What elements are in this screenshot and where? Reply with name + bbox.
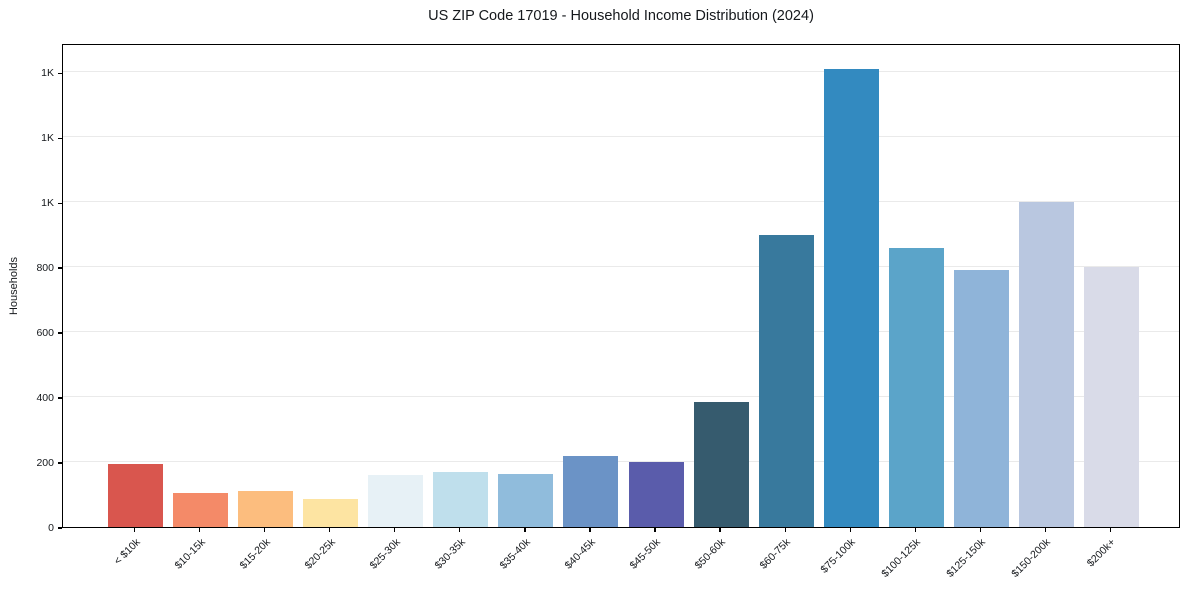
gridline-y-600 (63, 331, 1179, 333)
y-tick-mark-400 (58, 397, 62, 399)
bar-10k (108, 463, 164, 527)
x-tick-mark-8 (654, 528, 656, 532)
bar-125-150k (953, 270, 1009, 527)
x-tick-mark-10 (784, 528, 786, 532)
y-tick-mark-1200 (58, 137, 62, 139)
bar-25-30k (368, 475, 424, 527)
x-tick-mark-6 (524, 528, 526, 532)
y-tick-mark-0 (58, 527, 62, 529)
y-tick-mark-800 (58, 267, 62, 269)
x-tick-mark-13 (979, 528, 981, 532)
bar-60-75k (758, 234, 814, 527)
y-tick-mark-600 (58, 332, 62, 334)
bar-200k (1083, 267, 1139, 527)
x-tick-mark-2 (264, 528, 266, 532)
x-tick-mark-12 (914, 528, 916, 532)
y-tick-label-800: 800 (36, 262, 54, 275)
y-tick-mark-1400 (58, 72, 62, 74)
bar-35-40k (498, 474, 554, 527)
gridline-y-1200 (63, 136, 1179, 138)
bar-100-125k (888, 247, 944, 527)
x-tick-mark-14 (1044, 528, 1047, 532)
y-tick-mark-200 (58, 462, 62, 464)
gridline-y-400 (63, 396, 1179, 398)
bar-50-60k (693, 401, 749, 527)
x-tick-mark-0 (133, 528, 136, 532)
x-tick-mark-1 (198, 528, 201, 532)
x-tick-mark-15 (1109, 528, 1112, 532)
y-tick-label-1400: 1K (41, 67, 54, 80)
bar-10-15k (173, 492, 229, 527)
x-tick-mark-3 (329, 528, 331, 532)
y-tick-label-600: 600 (36, 327, 54, 340)
y-tick-label-1200: 1K (41, 132, 54, 145)
gridline-y-1000 (63, 201, 1179, 203)
x-tick-label-0: < $10k (111, 536, 143, 568)
x-tick-mark-9 (719, 528, 721, 532)
y-tick-label-400: 400 (36, 392, 54, 405)
x-tick-mark-11 (849, 528, 851, 532)
chart-title: US ZIP Code 17019 - Household Income Dis… (428, 8, 814, 24)
gridline-y-1400 (63, 71, 1179, 73)
y-tick-label-200: 200 (36, 457, 54, 470)
plot-area (62, 44, 1180, 528)
y-tick-mark-1000 (58, 202, 62, 204)
x-tick-mark-7 (589, 528, 591, 532)
bar-45-50k (628, 462, 684, 527)
bar-75-100k (823, 69, 879, 527)
y-tick-label-0: 0 (48, 522, 54, 534)
y-tick-label-1000: 1K (41, 197, 54, 210)
bar-150-200k (1018, 202, 1074, 527)
bar-20-25k (303, 499, 359, 527)
gridline-y-200 (63, 461, 1179, 463)
bar-40-45k (563, 455, 619, 527)
x-tick-mark-5 (459, 528, 461, 532)
bar-15-20k (238, 490, 294, 527)
x-tick-mark-4 (394, 528, 396, 532)
gridline-y-800 (63, 266, 1179, 268)
bar-30-35k (433, 471, 489, 527)
